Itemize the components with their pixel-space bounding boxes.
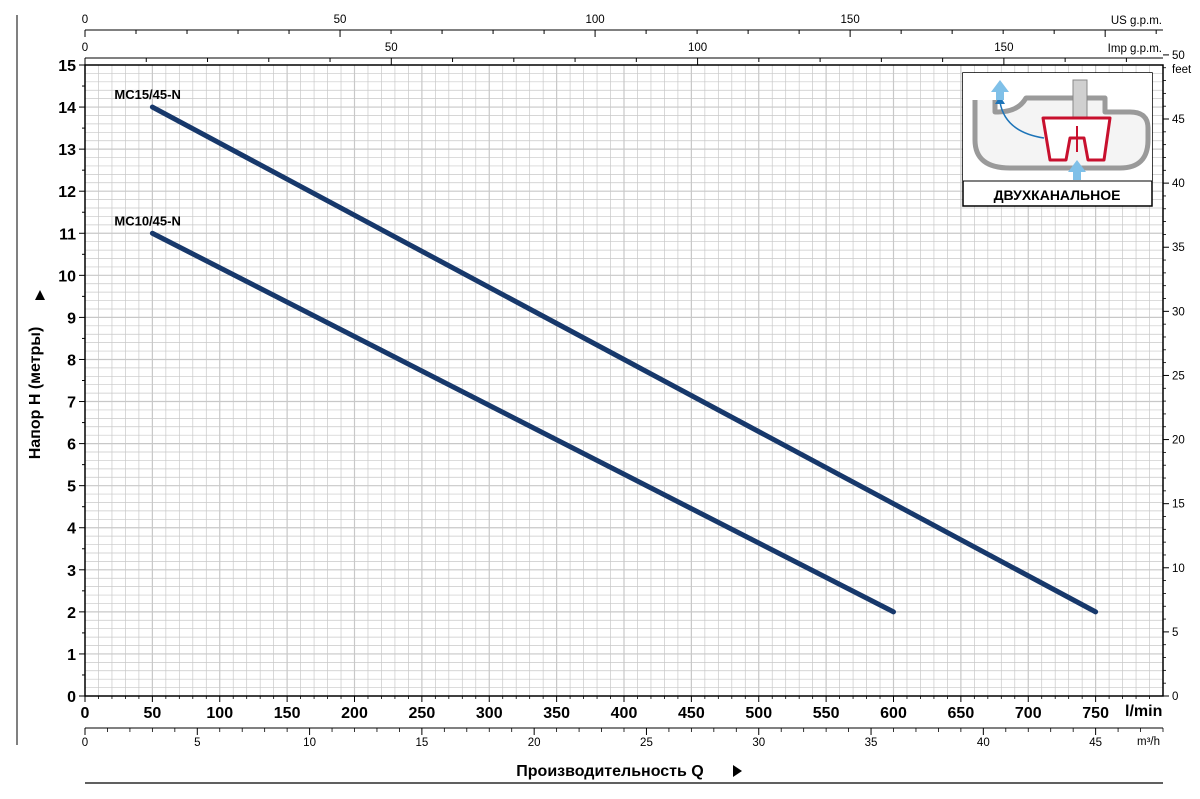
m3h-tick-label: 20 xyxy=(528,737,541,749)
feet-unit-label: feet xyxy=(1172,64,1192,76)
y-tick-label: 14 xyxy=(58,100,76,117)
x-unit-label: l/min xyxy=(1125,703,1162,720)
impeller-inset: ДВУХКАНАЛЬНОЕ xyxy=(962,72,1153,207)
us-gpm-tick-label: 0 xyxy=(82,14,88,26)
feet-tick-label: 0 xyxy=(1172,691,1178,703)
y-tick-label: 15 xyxy=(58,58,76,75)
y-tick-label: 13 xyxy=(58,142,76,159)
y-tick-label: 0 xyxy=(67,689,76,706)
x-tick-label: 600 xyxy=(880,705,907,722)
y-tick-label: 10 xyxy=(58,268,76,285)
x-tick-label: 200 xyxy=(341,705,368,722)
imp-gpm-tick-label: 100 xyxy=(688,42,707,54)
y-tick-label: 4 xyxy=(67,521,76,538)
feet-tick-label: 50 xyxy=(1172,50,1185,62)
x-tick-label: 300 xyxy=(476,705,503,722)
x-axis: 0 50 100 150 200 250 300 350 400 450 500 550 600 650 7… xyxy=(81,696,1150,722)
feet-tick-label: 40 xyxy=(1172,178,1185,190)
x-tick-label: 250 xyxy=(409,705,436,722)
m3h-unit-label: m³/h xyxy=(1137,736,1160,748)
x-tick-label: 100 xyxy=(206,705,233,722)
feet-tick-label: 15 xyxy=(1172,499,1185,511)
x-tick-label: 750 xyxy=(1082,705,1109,722)
top-axes: 0 50 100 150 0 50 100 150 xyxy=(82,14,1163,65)
y-tick-label: 2 xyxy=(67,605,76,622)
x-tick-label: 700 xyxy=(1015,705,1042,722)
feet-tick-label: 20 xyxy=(1172,435,1185,447)
x-tick-label: 0 xyxy=(81,705,90,722)
us-gpm-tick-label: 50 xyxy=(334,14,347,26)
x-tick-label: 450 xyxy=(678,705,705,722)
m3h-tick-label: 0 xyxy=(82,737,88,749)
feet-tick-label: 5 xyxy=(1172,627,1178,639)
us-gpm-tick-label: 100 xyxy=(585,14,604,26)
y-tick-label: 7 xyxy=(67,395,76,412)
m3h-tick-label: 25 xyxy=(640,737,653,749)
series-line xyxy=(149,104,1099,615)
us-gpm-tick-label: 150 xyxy=(841,14,860,26)
series-line xyxy=(149,230,896,615)
y-tick-label: 9 xyxy=(67,310,76,327)
x-tick-label: 550 xyxy=(813,705,840,722)
y-tick-label: 12 xyxy=(58,184,76,201)
series-label: MC15/45-N xyxy=(114,87,180,102)
y-tick-label: 8 xyxy=(67,352,76,369)
x-tick-label: 150 xyxy=(274,705,301,722)
imp-gpm-tick-label: 0 xyxy=(82,42,88,54)
us-gpm-unit-label: US g.p.m. xyxy=(1111,15,1162,27)
feet-tick-label: 45 xyxy=(1172,114,1185,126)
series-layer: MC15/45-N MC10/45-N xyxy=(114,87,1099,615)
y-tick-label: 5 xyxy=(67,479,76,496)
m3h-tick-label: 40 xyxy=(977,737,990,749)
x-tick-label: 50 xyxy=(143,705,161,722)
imp-gpm-tick-label: 50 xyxy=(385,42,398,54)
inset-label: ДВУХКАНАЛЬНОЕ xyxy=(994,187,1121,203)
x-axis-title-arrow-icon xyxy=(733,765,742,777)
y-tick-label: 6 xyxy=(67,437,76,454)
m3h-tick-label: 35 xyxy=(865,737,878,749)
m3h-tick-label: 10 xyxy=(303,737,316,749)
feet-tick-label: 10 xyxy=(1172,563,1185,575)
feet-axis: 0 5 10 15 20 25 30 35 40 45 50 xyxy=(1163,50,1185,703)
feet-tick-label: 25 xyxy=(1172,370,1185,382)
x-tick-label: 350 xyxy=(543,705,570,722)
feet-tick-label: 35 xyxy=(1172,242,1185,254)
m3h-tick-label: 45 xyxy=(1089,737,1102,749)
x-tick-label: 400 xyxy=(611,705,638,722)
x-tick-label: 650 xyxy=(948,705,975,722)
y-tick-label: 3 xyxy=(67,563,76,580)
m3h-tick-label: 30 xyxy=(752,737,765,749)
m3h-tick-label: 15 xyxy=(415,737,428,749)
y-axis-title-arrow-icon xyxy=(35,290,45,300)
y-tick-label: 11 xyxy=(59,226,76,243)
feet-tick-label: 30 xyxy=(1172,306,1185,318)
m3h-tick-label: 5 xyxy=(194,737,200,749)
series-label: MC10/45-N xyxy=(114,213,180,228)
x-tick-label: 500 xyxy=(745,705,772,722)
x-axis-title: Производительность Q xyxy=(516,763,703,780)
y-axis-title: Напор H (метры) xyxy=(27,327,44,460)
imp-gpm-tick-label: 150 xyxy=(994,42,1013,54)
imp-gpm-unit-label: Imp g.p.m. xyxy=(1108,43,1162,55)
y-tick-label: 1 xyxy=(67,647,76,664)
